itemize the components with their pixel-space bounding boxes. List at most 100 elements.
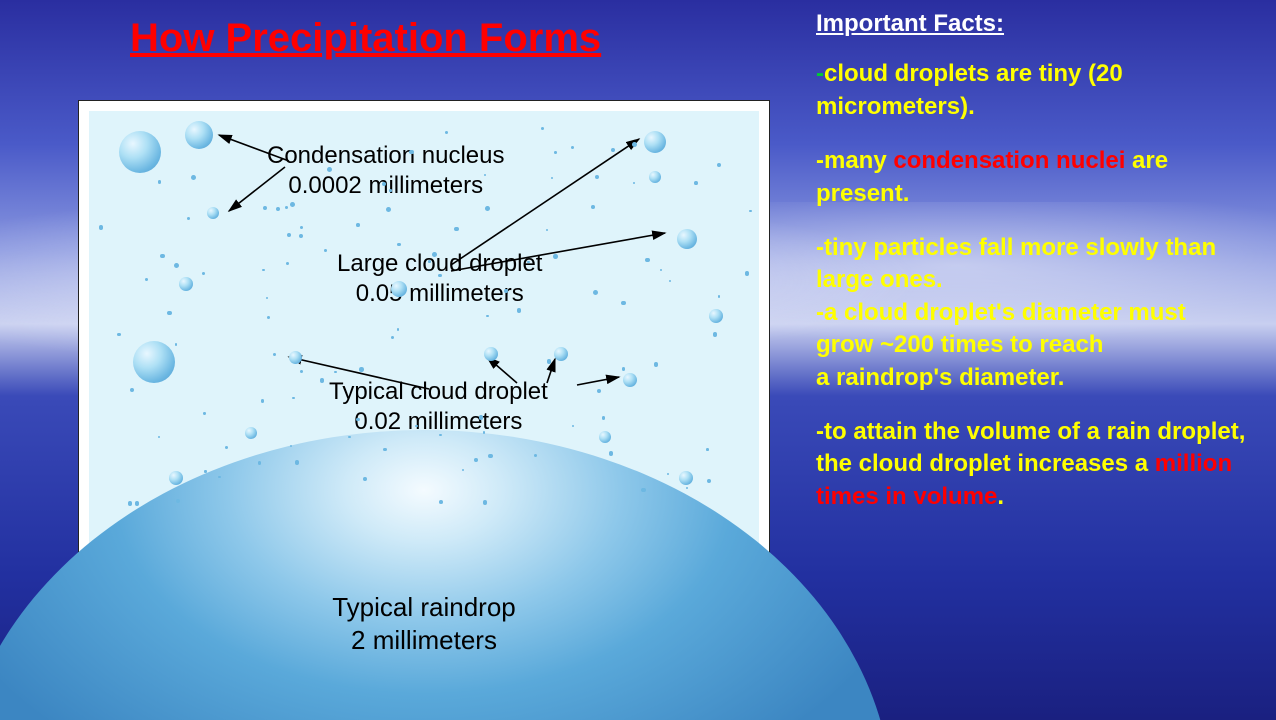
speck	[686, 487, 688, 489]
speck	[633, 182, 635, 184]
slide-background: How Precipitation Forms Condensation nuc…	[0, 0, 1276, 720]
speck	[397, 243, 400, 246]
speck	[717, 163, 721, 167]
speck	[547, 359, 552, 364]
speck	[130, 388, 134, 392]
speck	[571, 146, 574, 149]
speck	[295, 460, 299, 464]
speck	[176, 499, 180, 503]
speck	[527, 261, 530, 264]
speck	[718, 295, 721, 298]
droplet	[207, 207, 219, 219]
speck	[356, 418, 360, 422]
droplet	[133, 341, 175, 383]
label-line: 0.05 millimeters	[356, 280, 524, 307]
diagram-canvas: Condensation nucleus 0.0002 millimeters …	[89, 111, 759, 691]
speck	[694, 181, 698, 185]
speck	[299, 234, 303, 238]
droplet	[119, 131, 161, 173]
droplet	[623, 373, 637, 387]
speck	[286, 262, 289, 265]
speck	[191, 175, 196, 180]
speck	[517, 308, 521, 312]
diagram-frame: Condensation nucleus 0.0002 millimeters …	[78, 100, 770, 702]
droplet	[599, 431, 611, 443]
droplet	[169, 471, 183, 485]
speck	[300, 226, 303, 229]
speck	[485, 206, 490, 211]
speck	[327, 167, 332, 172]
speck	[99, 225, 104, 230]
label-line: Large cloud droplet	[337, 250, 542, 277]
label-line: 0.02 millimeters	[354, 408, 522, 435]
speck	[454, 227, 459, 232]
label-line: Typical cloud droplet	[329, 378, 548, 405]
speck	[706, 448, 709, 451]
speck	[621, 301, 625, 305]
fact-1: -cloud droplets are tiny (20 micrometers…	[816, 58, 1246, 123]
speck	[483, 431, 485, 433]
speck	[397, 328, 399, 330]
speck	[273, 353, 276, 356]
speck	[554, 151, 557, 154]
speck	[474, 458, 478, 462]
speck	[591, 205, 595, 209]
speck	[504, 289, 508, 293]
speck	[267, 316, 271, 320]
speck	[713, 332, 717, 336]
fact-3: -tiny particles fall more slowly than la…	[816, 232, 1246, 394]
label-condensation-nucleus: Condensation nucleus 0.0002 millimeters	[267, 141, 505, 201]
speck	[389, 189, 392, 192]
label-line: 0.0002 millimeters	[288, 172, 483, 199]
speck	[145, 278, 148, 281]
speck	[593, 290, 598, 295]
speck	[445, 131, 448, 134]
speck	[428, 260, 431, 263]
speck	[749, 210, 751, 212]
speck	[135, 501, 140, 506]
facts-header: Important Facts:	[816, 8, 1246, 40]
droplet	[484, 347, 498, 361]
speck	[158, 436, 160, 438]
slide-title: How Precipitation Forms	[130, 16, 601, 61]
fact-4: -to attain the volume of a rain droplet,…	[816, 416, 1246, 513]
arrow	[577, 377, 619, 385]
speck	[386, 207, 391, 212]
speck	[356, 223, 360, 227]
speck	[174, 263, 179, 268]
speck	[667, 473, 669, 475]
droplet	[644, 131, 666, 153]
droplet	[289, 351, 302, 364]
speck	[290, 202, 295, 207]
speck	[602, 416, 606, 420]
label-line: Condensation nucleus	[267, 142, 505, 169]
speck	[546, 229, 548, 231]
speck	[641, 488, 646, 493]
droplet	[677, 229, 697, 249]
speck	[432, 252, 437, 257]
speck	[292, 397, 295, 400]
speck	[551, 177, 553, 179]
speck	[203, 412, 205, 414]
fact-text: -a cloud droplet's diameter must grow ~2…	[816, 297, 1246, 362]
facts-panel: Important Facts: -cloud droplets are tin…	[816, 8, 1246, 535]
fact-highlight: condensation nuclei	[893, 147, 1125, 174]
fact-text: .	[997, 483, 1004, 510]
droplet	[179, 277, 193, 291]
speck	[266, 297, 268, 299]
speck	[167, 311, 172, 316]
speck	[187, 217, 190, 220]
speck	[645, 258, 650, 263]
droplet	[391, 281, 407, 297]
speck	[175, 343, 177, 345]
droplet	[185, 121, 213, 149]
speck	[439, 500, 443, 504]
droplet	[709, 309, 723, 323]
speck	[483, 500, 487, 504]
speck	[359, 367, 364, 372]
fact-text: -many	[816, 147, 893, 174]
label-large-cloud-droplet: Large cloud droplet 0.05 millimeters	[337, 249, 542, 309]
label-typical-cloud-droplet: Typical cloud droplet 0.02 millimeters	[329, 377, 548, 437]
label-typical-raindrop: Typical raindrop 2 millimeters	[89, 591, 759, 656]
droplet	[245, 427, 257, 439]
